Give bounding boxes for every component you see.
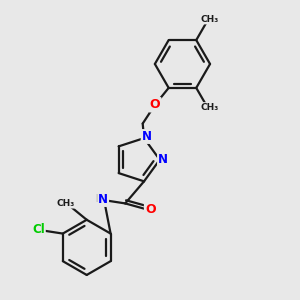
Text: N: N [158, 153, 168, 166]
Text: Cl: Cl [32, 223, 45, 236]
Text: CH₃: CH₃ [200, 15, 218, 24]
Text: O: O [150, 98, 160, 111]
Text: O: O [145, 203, 155, 216]
Text: H: H [95, 194, 104, 203]
Text: N: N [98, 193, 108, 206]
Text: CH₃: CH₃ [56, 199, 75, 208]
Text: N: N [142, 130, 152, 143]
Text: CH₃: CH₃ [200, 103, 218, 112]
